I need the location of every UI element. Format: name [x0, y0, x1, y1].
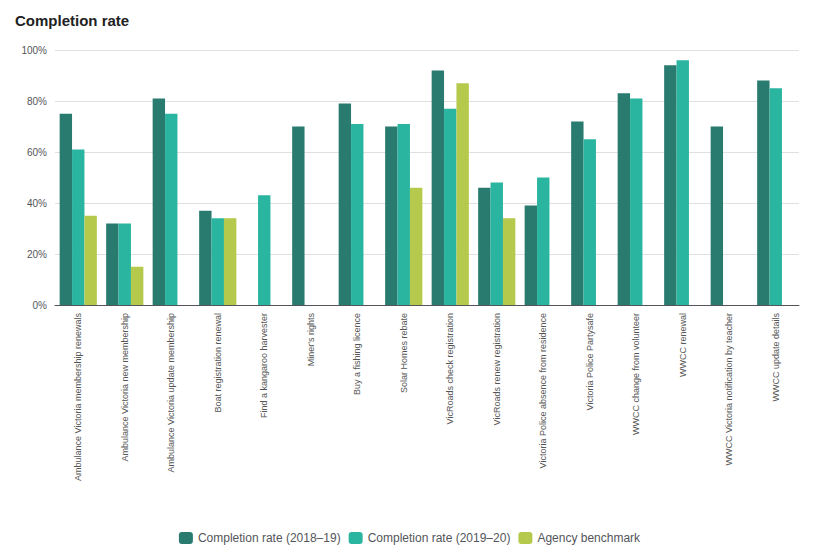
svg-text:Solar Homes rebate: Solar Homes rebate	[399, 313, 409, 393]
svg-text:WWCC change from volunteer: WWCC change from volunteer	[631, 313, 641, 435]
svg-text:Completion rate (2019–20): Completion rate (2019–20)	[368, 531, 511, 545]
svg-text:Buy a fishing licence: Buy a fishing licence	[352, 313, 362, 395]
svg-text:Victoria Police Partysafe: Victoria Police Partysafe	[585, 313, 595, 410]
svg-text:80%: 80%	[27, 96, 47, 107]
svg-text:Miner's rights: Miner's rights	[306, 313, 316, 367]
svg-text:20%: 20%	[27, 249, 47, 260]
svg-text:WWCC renewal: WWCC renewal	[678, 313, 688, 377]
svg-text:Ambulance Victoria membership: Ambulance Victoria membership renewals	[73, 313, 83, 481]
svg-text:WWCC update details: WWCC update details	[771, 313, 781, 402]
svg-text:Completion rate: Completion rate	[15, 12, 129, 29]
svg-text:60%: 60%	[27, 147, 47, 158]
svg-text:Completion rate (2018–19): Completion rate (2018–19)	[198, 531, 341, 545]
svg-text:Find a kangaroo harvester: Find a kangaroo harvester	[259, 313, 269, 418]
svg-text:VicRoads check registration: VicRoads check registration	[445, 313, 455, 424]
svg-text:WWCC Victoria notification by: WWCC Victoria notification by teacher	[724, 313, 734, 465]
svg-text:Ambulance Victoria new members: Ambulance Victoria new membership	[120, 313, 130, 461]
svg-text:VicRoads renew registration: VicRoads renew registration	[492, 313, 502, 425]
svg-text:0%: 0%	[33, 300, 48, 311]
svg-text:Boat registration renewal: Boat registration renewal	[213, 313, 223, 413]
svg-text:Victoria Police absence from r: Victoria Police absence from residence	[538, 313, 548, 468]
svg-text:40%: 40%	[27, 198, 47, 209]
svg-text:Agency benchmark: Agency benchmark	[537, 531, 641, 545]
svg-text:Ambulance Victoria update memb: Ambulance Victoria update membership	[166, 313, 176, 472]
svg-text:100%: 100%	[21, 45, 47, 56]
